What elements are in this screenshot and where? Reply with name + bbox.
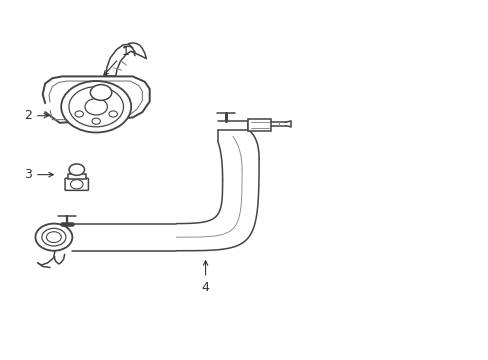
Circle shape (92, 118, 100, 124)
Text: 2: 2 (24, 109, 48, 122)
Circle shape (69, 164, 84, 175)
Text: 3: 3 (24, 168, 53, 181)
Text: 4: 4 (201, 261, 209, 294)
Circle shape (46, 232, 61, 243)
FancyBboxPatch shape (65, 178, 88, 190)
Text: 1: 1 (103, 45, 129, 75)
Circle shape (90, 85, 112, 100)
Circle shape (70, 180, 83, 189)
Bar (248, 119, 271, 131)
Circle shape (109, 111, 117, 117)
Circle shape (75, 111, 83, 117)
Bar (68, 174, 85, 179)
Circle shape (69, 87, 123, 127)
Circle shape (61, 81, 131, 132)
Circle shape (85, 99, 107, 115)
Circle shape (42, 228, 66, 246)
Circle shape (35, 224, 72, 251)
